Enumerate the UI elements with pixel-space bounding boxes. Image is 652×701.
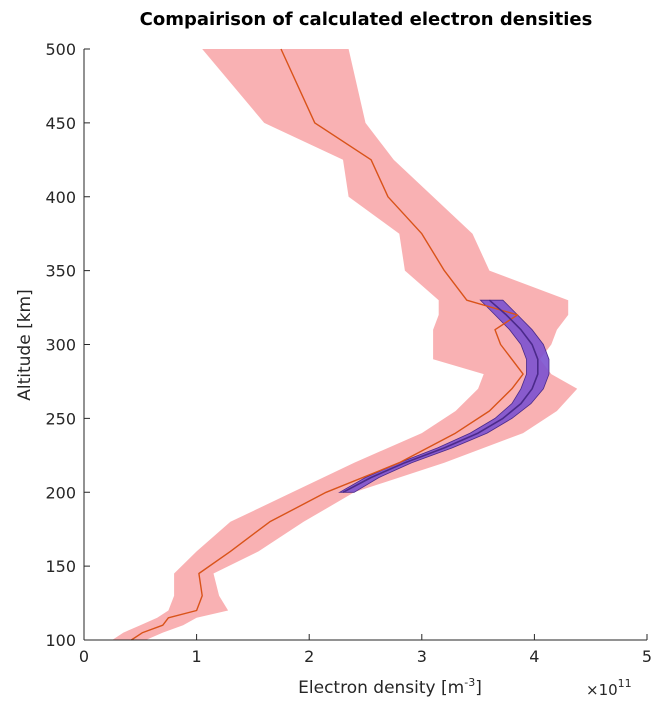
band-series-2 (338, 299, 550, 493)
y-tick-label: 250 (45, 409, 76, 428)
line-series-1 (130, 48, 524, 641)
y-tick-label: 350 (45, 262, 76, 281)
x-axis-label-text: Electron density (298, 678, 435, 698)
x-tick-label: 0 (79, 647, 89, 666)
x-tick-label: 4 (529, 647, 539, 666)
y-tick-label: 500 (45, 40, 76, 59)
band-series-1 (112, 49, 578, 640)
x-tick-label: 5 (642, 647, 652, 666)
y-tick-label: 200 (45, 483, 76, 502)
series-lines (130, 48, 539, 641)
y-tick-label: 400 (45, 188, 76, 207)
y-tick-label: 150 (45, 557, 76, 576)
x-tick-label: 3 (417, 647, 427, 666)
x-ticks: 0 1 2 3 4 5 (79, 634, 652, 666)
x-multiplier-exp: 11 (618, 677, 632, 690)
line-series-2 (342, 299, 539, 494)
uncertainty-bands (112, 49, 578, 640)
x-axis-label: Electron density [m-3] (298, 676, 482, 698)
y-axis-label: Altitude [km] (15, 289, 35, 401)
y-tick-label: 100 (45, 631, 76, 650)
x-tick-label: 2 (304, 647, 314, 666)
y-tick-label: 300 (45, 336, 76, 355)
x-axis-unit-exp: -3 (464, 676, 475, 689)
x-tick-label: 1 (192, 647, 202, 666)
y-tick-label: 450 (45, 114, 76, 133)
x-axis-multiplier: ×1011 (586, 677, 632, 699)
chart-title: Compairison of calculated electron densi… (140, 9, 593, 30)
y-ticks: 100 150 200 250 300 350 400 450 500 (45, 40, 90, 650)
x-axis-unit-base: m (448, 678, 465, 698)
x-axis-unit-close: ] (475, 678, 482, 698)
x-multiplier-base: ×10 (586, 681, 618, 699)
x-axis-unit-open: [ (441, 678, 448, 698)
